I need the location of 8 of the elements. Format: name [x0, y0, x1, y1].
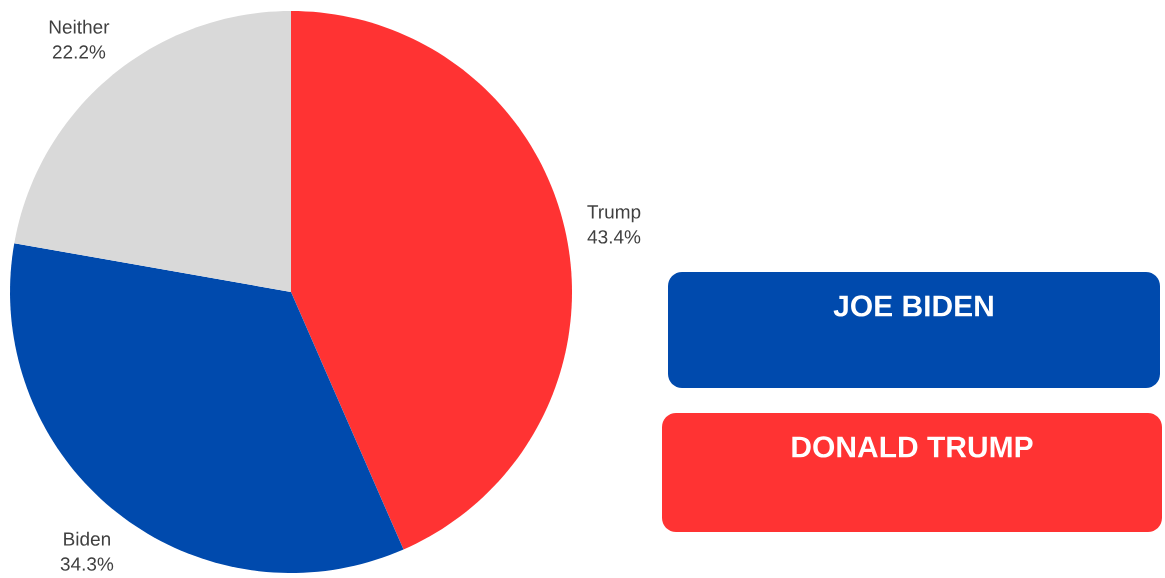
slice-label: Biden: [64, 531, 110, 546]
data-label: 34.3%: [60, 557, 114, 571]
text: JOE BIDEN: [833, 295, 993, 317]
data-label: 43.4%: [587, 230, 641, 244]
slice-label: Trump: [587, 205, 641, 223]
text: DONALD TRUMP: [792, 436, 1033, 458]
data-label: 22.2%: [52, 45, 106, 59]
slice-label: Neither: [49, 19, 110, 34]
